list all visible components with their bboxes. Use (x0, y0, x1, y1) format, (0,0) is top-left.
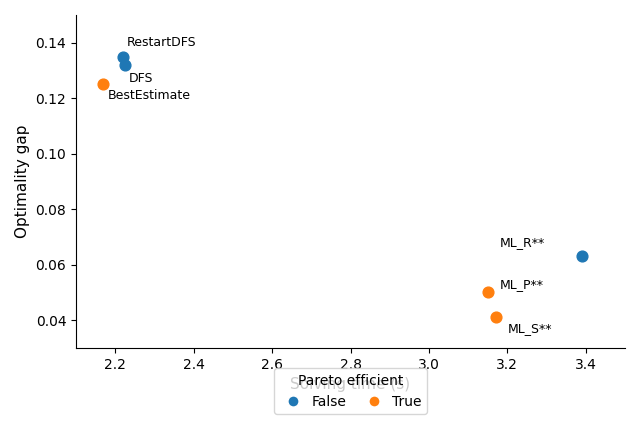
Y-axis label: Optimality gap: Optimality gap (15, 125, 30, 238)
Point (120, 62, 130, 69)
Text: ML_R**: ML_R** (500, 236, 545, 249)
Text: ML_P**: ML_P** (500, 277, 543, 291)
Point (99, 81, 109, 88)
Text: BestEstimate: BestEstimate (108, 89, 190, 102)
Point (577, 253, 587, 260)
Point (118, 53, 128, 60)
Point (483, 289, 493, 296)
Text: ML_S**: ML_S** (508, 322, 552, 335)
Legend: False, True: False, True (274, 368, 427, 414)
Point (490, 314, 500, 321)
X-axis label: Solving time (s): Solving time (s) (291, 377, 411, 392)
Text: RestartDFS: RestartDFS (127, 36, 196, 49)
Text: DFS: DFS (129, 72, 154, 85)
